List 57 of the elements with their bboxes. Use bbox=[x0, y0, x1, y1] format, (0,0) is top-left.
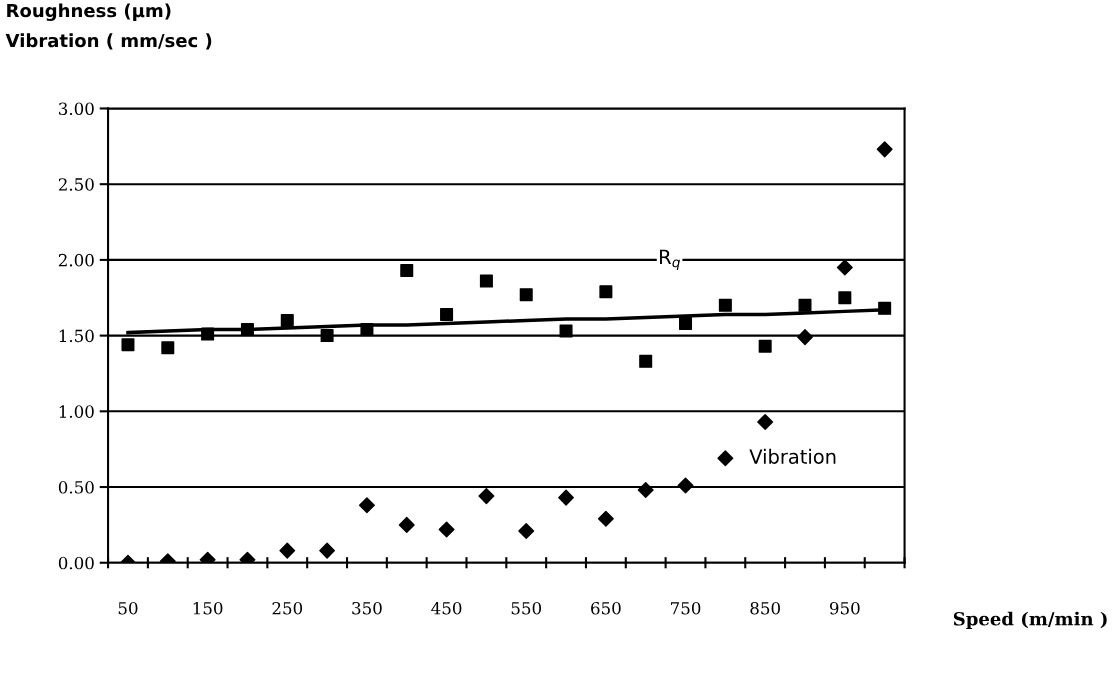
point bbox=[240, 323, 254, 337]
point bbox=[838, 291, 852, 305]
point bbox=[718, 298, 732, 312]
point bbox=[876, 141, 893, 158]
point bbox=[597, 510, 614, 527]
y-tick-label: 3.00 bbox=[59, 102, 94, 116]
x-tick-label: 150 bbox=[193, 601, 223, 615]
x-tick-label: 750 bbox=[671, 601, 701, 615]
x-tick-label: 250 bbox=[272, 601, 303, 615]
point bbox=[679, 316, 693, 331]
x-tick-label: 950 bbox=[829, 601, 860, 615]
y-tick-label: 1.50 bbox=[59, 329, 94, 343]
x-tick-label: 650 bbox=[591, 601, 621, 615]
x-tick-label: 50 bbox=[118, 601, 138, 615]
point bbox=[717, 450, 734, 467]
y-tick-label: 1.00 bbox=[59, 405, 94, 418]
y-tick-label: 0.50 bbox=[58, 480, 94, 494]
point bbox=[320, 329, 334, 343]
x-tick-label: 350 bbox=[352, 601, 382, 615]
point bbox=[358, 497, 375, 514]
point bbox=[400, 263, 414, 278]
point bbox=[319, 542, 336, 559]
point bbox=[519, 288, 533, 302]
point bbox=[398, 516, 415, 533]
x-tick-label: 450 bbox=[431, 601, 462, 615]
point bbox=[479, 274, 493, 288]
point bbox=[758, 339, 772, 353]
y-tick-label: 2.50 bbox=[58, 178, 94, 191]
x-axis-title: Speed (m/min ) bbox=[953, 611, 1107, 630]
point bbox=[677, 477, 694, 494]
y-tick-label: 2.00 bbox=[58, 253, 94, 267]
point bbox=[161, 341, 175, 355]
series-label: Vibration bbox=[749, 448, 836, 464]
point bbox=[558, 489, 575, 506]
point bbox=[121, 338, 135, 352]
point bbox=[639, 354, 653, 368]
point bbox=[279, 542, 296, 559]
point bbox=[518, 522, 535, 539]
point bbox=[757, 413, 774, 430]
point bbox=[360, 323, 374, 337]
point bbox=[637, 482, 654, 499]
point bbox=[798, 298, 812, 312]
point bbox=[559, 324, 573, 338]
point bbox=[836, 259, 853, 276]
point bbox=[797, 329, 813, 346]
y-axis-title: Roughness (μm) Vibration ( mm/sec ) bbox=[5, 3, 212, 50]
x-tick-label: 850 bbox=[750, 601, 780, 615]
point bbox=[201, 327, 215, 341]
text: R$_{q}$ bbox=[660, 249, 680, 270]
point bbox=[478, 488, 495, 505]
y-tick-label: 0.00 bbox=[58, 556, 94, 570]
point bbox=[878, 301, 892, 315]
point bbox=[440, 307, 454, 321]
point bbox=[280, 313, 294, 327]
x-tick-label: 550 bbox=[511, 601, 542, 615]
point bbox=[599, 285, 613, 299]
point bbox=[438, 521, 455, 538]
